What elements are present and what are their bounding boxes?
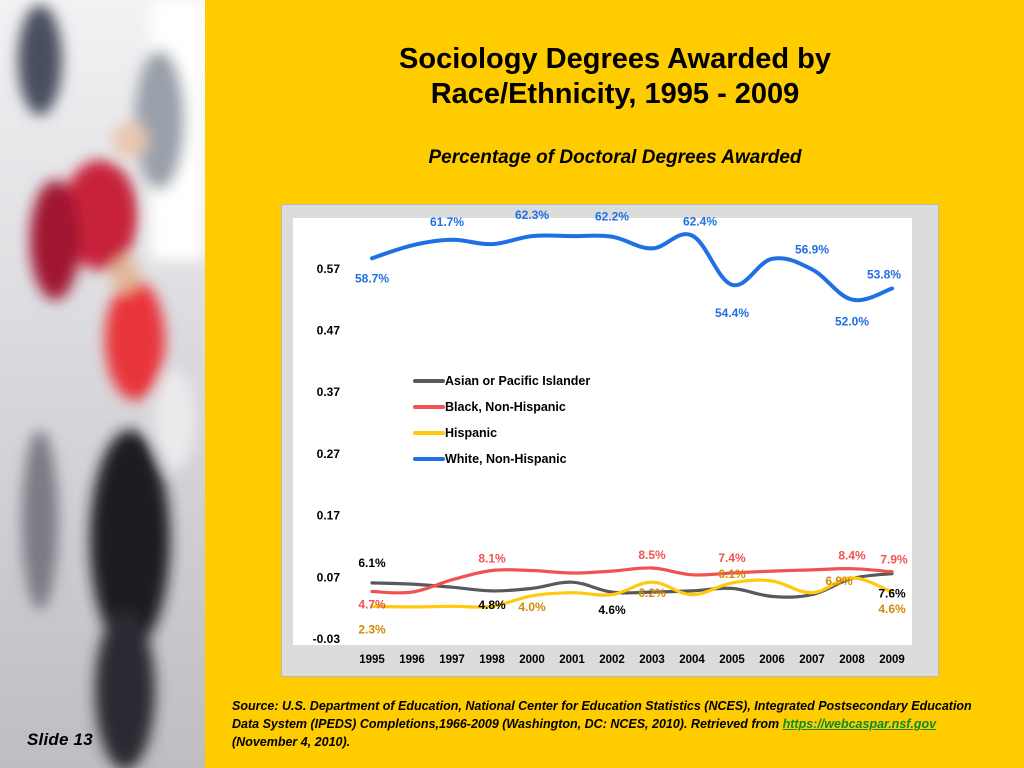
- legend-label-hispanic: Hispanic: [445, 426, 497, 440]
- data-label: 61.7%: [430, 215, 464, 229]
- source-citation: Source: U.S. Department of Education, Na…: [232, 697, 1002, 751]
- x-tick-label: 1998: [479, 654, 505, 666]
- source-date: (November 4, 2010).: [232, 735, 351, 749]
- data-label: 54.4%: [715, 306, 749, 320]
- legend-label-white-non-hispanic: White, Non-Hispanic: [445, 452, 567, 466]
- data-label: 4.8%: [478, 598, 506, 612]
- data-label: 7.9%: [880, 553, 908, 567]
- series-line-white-non-hispanic: [370, 232, 894, 303]
- line-chart: -0.03 0.07 0.17 0.27 0.37 0.47 0.57 1995 1996 19…: [293, 208, 912, 666]
- plot-area: [293, 218, 912, 645]
- data-label: 56.9%: [795, 242, 829, 256]
- legend-label-black-non-hispanic: Black, Non-Hispanic: [445, 400, 566, 414]
- data-label: 52.0%: [835, 315, 869, 329]
- data-label: 7.4%: [718, 551, 746, 565]
- x-tick-label: 2004: [679, 654, 705, 666]
- series-line-black-non-hispanic: [370, 566, 894, 595]
- legend-label-asian-pacific-islander: Asian or Pacific Islander: [445, 374, 590, 388]
- y-tick-label: 0.17: [317, 509, 341, 523]
- y-tick-label: 0.27: [317, 447, 341, 461]
- y-tick-label: 0.37: [317, 385, 341, 399]
- data-label: 4.7%: [358, 597, 386, 611]
- slide-subtitle: Percentage of Doctoral Degrees Awarded: [428, 147, 802, 168]
- x-tick-label: 2002: [599, 654, 625, 666]
- data-label: 62.2%: [595, 210, 629, 224]
- series-line-asian-pacific-islander: [370, 572, 894, 599]
- source-link[interactable]: https://webcaspar.nsf.gov: [782, 717, 937, 731]
- x-tick-label: 2001: [559, 654, 585, 666]
- data-label: 58.7%: [355, 271, 389, 285]
- title-line-1: Sociology Degrees Awarded by: [399, 43, 831, 75]
- data-label: 62.3%: [515, 208, 549, 222]
- data-label: 6.2%: [638, 586, 666, 600]
- x-tick-label: 1995: [359, 654, 385, 666]
- y-tick-label: 0.47: [317, 324, 341, 338]
- data-label: 7.6%: [878, 587, 906, 601]
- chart-frame: -0.03 0.07 0.17 0.27 0.37 0.47 0.57 1995 1996 19…: [281, 204, 939, 677]
- data-label: 8.1%: [478, 552, 506, 566]
- x-tick-label: 1997: [439, 654, 465, 666]
- data-label: 2.3%: [358, 622, 386, 636]
- data-label: 6.9%: [825, 574, 853, 588]
- title-line-2: Race/Ethnicity, 1995 - 2009: [430, 78, 800, 110]
- source-text: Source: U.S. Department of Education, Na…: [232, 699, 972, 731]
- y-tick-label: 0.57: [317, 262, 341, 276]
- x-tick-label: 2007: [799, 654, 825, 666]
- series-line-hispanic: [370, 576, 894, 609]
- background-photo: [0, 0, 205, 768]
- x-tick-label: 2009: [879, 654, 905, 666]
- data-label: 6.1%: [358, 556, 386, 570]
- data-label: 8.5%: [638, 548, 666, 562]
- slide-number: Slide 13: [27, 730, 93, 749]
- x-tick-label: 2005: [719, 654, 745, 666]
- data-label: 62.4%: [683, 214, 717, 228]
- y-tick-label: -0.03: [313, 632, 341, 646]
- x-tick-label: 2000: [519, 654, 545, 666]
- slide-title: Sociology Degrees Awarded by Race/Ethnic…: [270, 42, 960, 112]
- data-label: 6.1%: [718, 567, 746, 581]
- data-label: 4.6%: [598, 603, 626, 617]
- x-tick-label: 2006: [759, 654, 785, 666]
- x-tick-label: 2008: [839, 654, 865, 666]
- x-tick-label: 2003: [639, 654, 665, 666]
- data-label: 53.8%: [867, 268, 901, 282]
- data-label: 4.0%: [518, 600, 546, 614]
- data-label: 4.6%: [878, 602, 906, 616]
- data-label: 8.4%: [838, 549, 866, 563]
- x-tick-label: 1996: [399, 654, 425, 666]
- y-tick-label: 0.07: [317, 570, 341, 584]
